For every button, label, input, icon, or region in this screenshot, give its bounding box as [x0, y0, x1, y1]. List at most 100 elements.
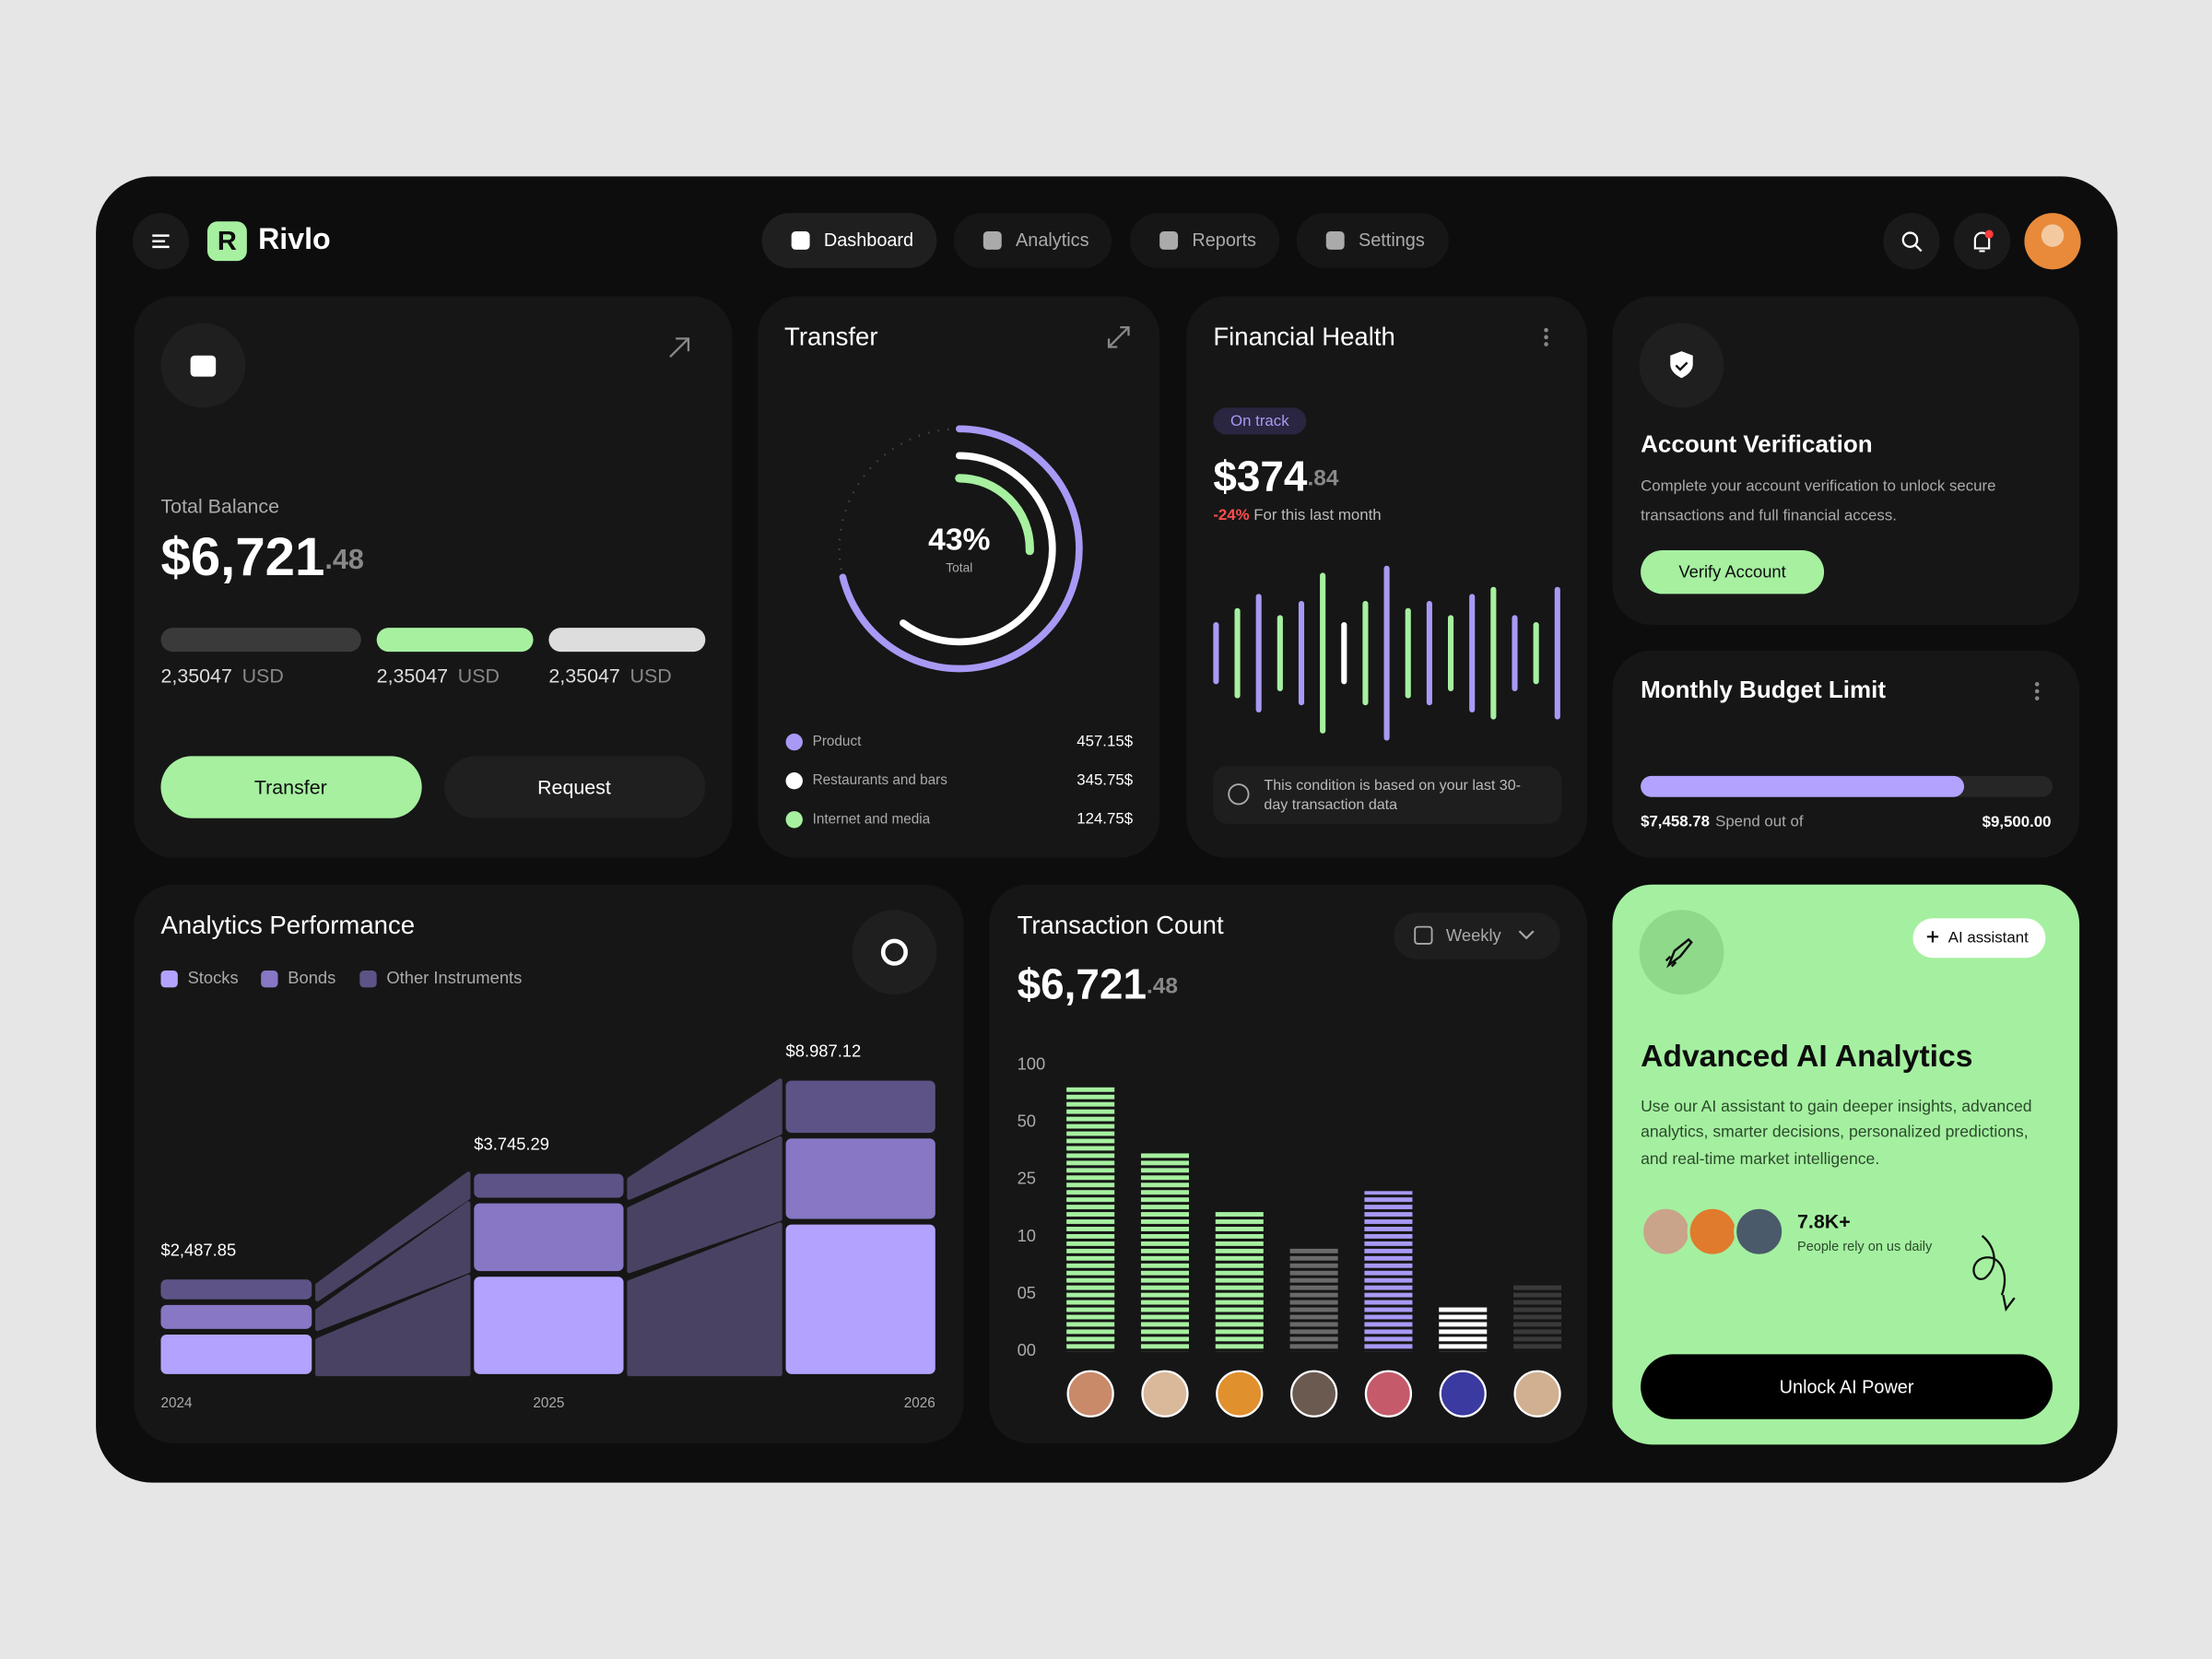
- account-value: 2,35047: [548, 665, 619, 687]
- verify-button-label[interactable]: Verify Account: [1678, 561, 1785, 581]
- kebab-menu[interactable]: [1544, 327, 1548, 347]
- card-description: transactions and full financial access.: [1641, 507, 1897, 524]
- amount-whole: $6,721: [1018, 960, 1147, 1008]
- legend-label: Product: [813, 734, 862, 749]
- legend-value: 457.15$: [1077, 733, 1133, 750]
- status-label: On track: [1230, 412, 1289, 429]
- change-value: -24%: [1213, 507, 1249, 524]
- notification-button[interactable]: [1953, 213, 2011, 270]
- nav-tab[interactable]: [1130, 213, 1280, 268]
- period-select[interactable]: [1394, 912, 1560, 959]
- nav-tab-label[interactable]: Analytics: [1016, 230, 1089, 251]
- flow-ribbon: [315, 1171, 471, 1301]
- legend-swatch: [261, 971, 278, 988]
- info-text: day transaction data: [1264, 796, 1397, 813]
- unlock-button[interactable]: [1641, 1354, 2053, 1419]
- nav-tab-icon: [1159, 231, 1179, 250]
- doodle-arrow: [1972, 1234, 2016, 1312]
- balance-cents: .48: [324, 544, 364, 575]
- balance-amount: $6,721.48: [160, 528, 363, 588]
- legend-value: 124.75$: [1077, 810, 1133, 828]
- open-arrow[interactable]: [669, 337, 690, 359]
- info-text: This condition is based on your last 30-: [1264, 777, 1521, 794]
- nav-tab-label[interactable]: Reports: [1192, 230, 1256, 251]
- card-title: Monthly Budget Limit: [1641, 676, 1886, 703]
- bar: [1066, 1085, 1115, 1352]
- chart-icon: [880, 938, 908, 966]
- nav-tab[interactable]: [761, 213, 937, 268]
- logo-letter: R: [218, 227, 237, 256]
- account-amount: 2,35047 USD: [160, 665, 283, 687]
- total-label: $2,487.85: [160, 1240, 236, 1259]
- wallet-icon: [190, 355, 217, 377]
- stack-segment: [474, 1173, 624, 1198]
- kebab-menu[interactable]: [2034, 682, 2040, 700]
- calendar-icon: [1414, 925, 1433, 945]
- user-avatar: [1289, 1370, 1338, 1418]
- user-count: 7.8K+: [1797, 1211, 1851, 1233]
- ai-description: analytics, smarter decisions, personaliz…: [1641, 1123, 2029, 1141]
- stack-segment: [160, 1334, 312, 1374]
- search-icon: [1901, 231, 1919, 249]
- flow-ribbon: [627, 1135, 782, 1274]
- flow-ribbon: [315, 1274, 471, 1377]
- nav-tab-label[interactable]: Dashboard: [824, 230, 913, 251]
- flow-ribbon: [315, 1201, 471, 1332]
- request-button[interactable]: [444, 756, 706, 818]
- account-unit: USD: [630, 665, 672, 687]
- verify-button[interactable]: [1641, 549, 1825, 594]
- bar: [1513, 1282, 1562, 1352]
- nav-tab[interactable]: [953, 213, 1112, 268]
- account-bar: [548, 628, 706, 653]
- account-amount: 2,35047 USD: [548, 665, 671, 687]
- card-title: Transaction Count: [1018, 911, 1224, 939]
- request-button-label[interactable]: Request: [537, 776, 611, 798]
- y-tick-label: 05: [1018, 1283, 1036, 1302]
- bar: [1215, 1210, 1264, 1352]
- change-caption: For this last month: [1253, 507, 1381, 524]
- bar: [1140, 1152, 1189, 1352]
- ai-badge-label[interactable]: AI assistant: [1948, 928, 2029, 946]
- search-button[interactable]: [1883, 213, 1940, 270]
- unlock-button-label[interactable]: Unlock AI Power: [1780, 1377, 1914, 1397]
- bell-icon: [1973, 231, 1991, 253]
- ai-badge[interactable]: [1912, 918, 2046, 959]
- legend-label: Stocks: [188, 968, 239, 987]
- logo-mark: [207, 221, 247, 262]
- nav-tab-icon: [791, 231, 810, 250]
- legend-label: Internet and media: [813, 811, 931, 827]
- amount-cents: .48: [1147, 974, 1178, 999]
- legend-value: 345.75$: [1077, 771, 1133, 789]
- user-avatar: [1439, 1370, 1487, 1418]
- legend-label: Restaurants and bars: [813, 772, 948, 788]
- user-avatar: [1364, 1370, 1413, 1418]
- period-label[interactable]: Weekly: [1446, 925, 1502, 945]
- nav-tab-label[interactable]: Settings: [1359, 230, 1425, 251]
- budget-spent: $7,458.78 Spend out of: [1641, 813, 1804, 830]
- account-unit: USD: [458, 665, 500, 687]
- transfer-button-label[interactable]: Transfer: [254, 776, 327, 798]
- legend-dot: [785, 733, 803, 751]
- user-avatar-face: [2041, 224, 2065, 247]
- user-avatar: [1513, 1370, 1561, 1418]
- ai-title: Advanced AI Analytics: [1641, 1040, 1972, 1074]
- spent-value: $7,458.78: [1641, 813, 1710, 830]
- stack-segment: [160, 1304, 312, 1329]
- nav-tab[interactable]: [1296, 213, 1449, 268]
- stack-segment: [160, 1279, 312, 1300]
- brand: Rivlo: [258, 222, 331, 255]
- account-value: 2,35047: [160, 665, 231, 687]
- transfer-button[interactable]: [160, 756, 422, 818]
- info-box: [1213, 766, 1562, 824]
- expand-icon[interactable]: [1107, 325, 1130, 348]
- chart-icon-bg[interactable]: [852, 910, 937, 995]
- card-title: Financial Health: [1213, 323, 1395, 351]
- balance-whole: $6,721: [160, 528, 324, 588]
- account-unit: USD: [242, 665, 284, 687]
- nav-tab-icon: [982, 231, 1002, 250]
- spent-caption: Spend out of: [1715, 813, 1804, 830]
- legend-swatch: [160, 971, 178, 988]
- account-value: 2,35047: [377, 665, 448, 687]
- rocket-icon: [1665, 937, 1693, 969]
- total-label: $8.987.12: [786, 1041, 862, 1061]
